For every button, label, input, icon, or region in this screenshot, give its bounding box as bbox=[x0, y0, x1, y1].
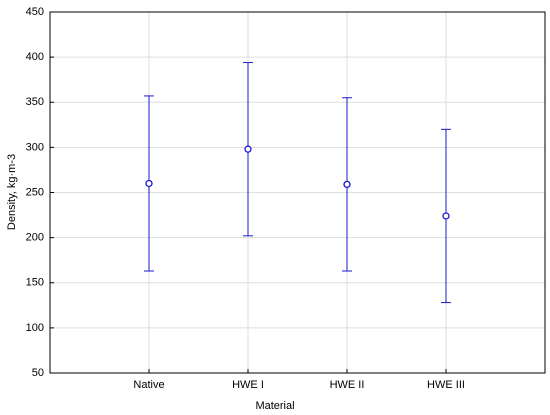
x-tick-label: HWE III bbox=[427, 379, 465, 391]
x-tick-label: Native bbox=[133, 379, 164, 391]
y-tick-label: 250 bbox=[26, 186, 44, 198]
y-tick-label: 450 bbox=[26, 6, 44, 18]
mean-marker bbox=[244, 145, 252, 153]
y-axis-label: Density, kg·m-3 bbox=[6, 154, 18, 230]
y-tick-label: 50 bbox=[32, 367, 44, 379]
y-tick-label: 300 bbox=[26, 141, 44, 153]
y-tick-label: 400 bbox=[26, 51, 44, 63]
y-tick-label: 150 bbox=[26, 277, 44, 289]
mean-marker bbox=[343, 180, 351, 189]
mean-marker bbox=[442, 212, 450, 220]
y-tick-label: 100 bbox=[26, 322, 44, 334]
x-tick-label: HWE II bbox=[330, 379, 365, 391]
y-tick-label: 350 bbox=[26, 96, 44, 108]
x-tick-label: HWE I bbox=[232, 379, 264, 391]
mean-marker bbox=[145, 179, 153, 188]
y-tick-label: 200 bbox=[26, 232, 44, 244]
x-axis-label: Material bbox=[255, 400, 294, 412]
